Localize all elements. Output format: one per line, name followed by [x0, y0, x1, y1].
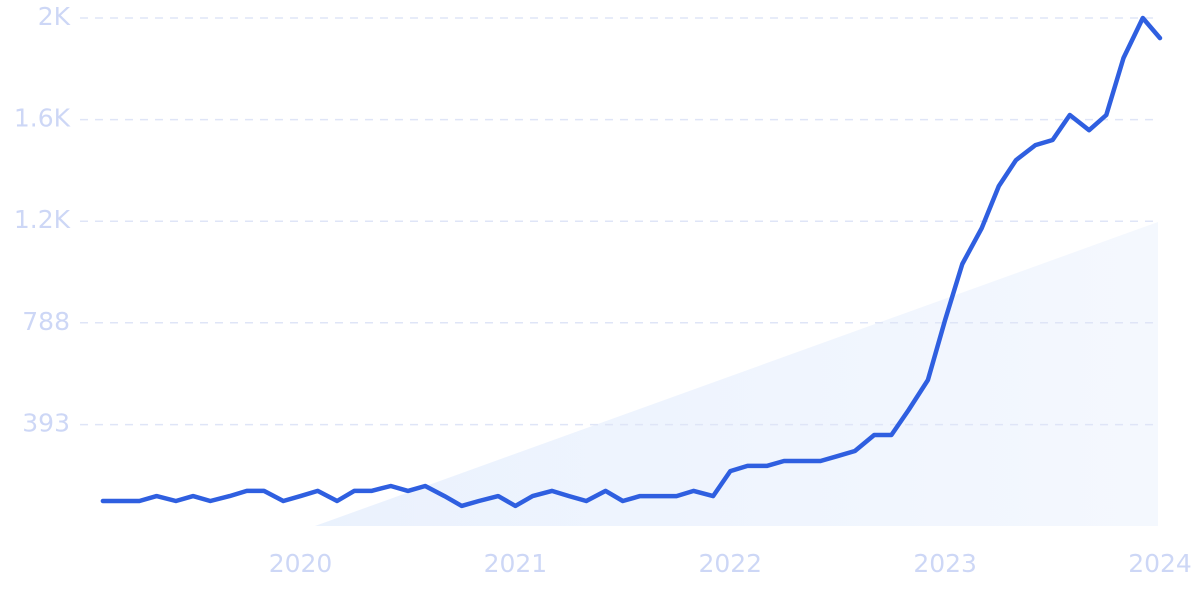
x-tick-label: 2023 [913, 549, 977, 578]
y-tick-label: 788 [22, 307, 70, 336]
x-tick-label: 2022 [698, 549, 762, 578]
y-tick-label: 2K [38, 2, 71, 31]
x-tick-label: 2020 [269, 549, 333, 578]
y-tick-label: 1.2K [14, 205, 71, 234]
data-line [100, 15, 1163, 509]
x-tick-label: 2024 [1128, 549, 1192, 578]
trend-area [315, 222, 1158, 526]
y-tick-label: 1.6K [14, 104, 71, 133]
x-tick-label: 2021 [484, 549, 548, 578]
y-tick-label: 393 [22, 409, 70, 438]
